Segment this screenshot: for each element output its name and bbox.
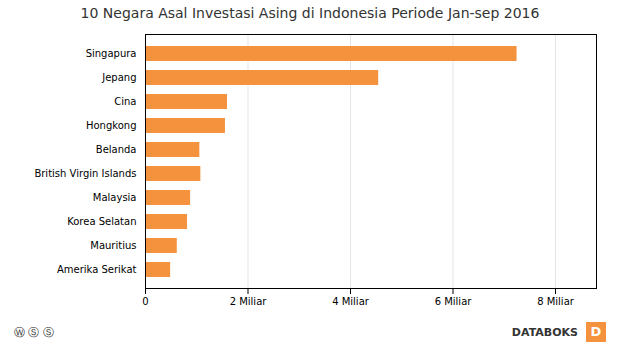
svg-text:Mauritius: Mauritius [90, 240, 136, 251]
svg-text:4 Miliar: 4 Miliar [332, 296, 370, 307]
svg-text:2 Miliar: 2 Miliar [230, 296, 268, 307]
html-text:10 Negara Asal Investasi Asing: 10 Negara Asal Investasi Asing di Indone… [80, 5, 540, 21]
svg-text:Cina: Cina [114, 96, 136, 107]
svg-text:Amerika Serikat: Amerika Serikat [57, 264, 137, 275]
html-text:DATABOKS: DATABOKS [511, 325, 578, 339]
svg-text:Jepang: Jepang [101, 72, 136, 83]
svg-text:Malaysia: Malaysia [93, 192, 137, 203]
html-text:D: D [590, 324, 602, 339]
svg-text:British Virgin Islands: British Virgin Islands [34, 168, 136, 179]
svg-text:Belanda: Belanda [96, 144, 137, 155]
svg-text:Hongkong: Hongkong [86, 120, 137, 131]
svg-text:Korea Selatan: Korea Selatan [67, 216, 136, 227]
svg-text:8 Miliar: 8 Miliar [537, 296, 575, 307]
svg-text:0: 0 [142, 296, 148, 307]
svg-text:Singapura: Singapura [86, 48, 137, 59]
svg-text:6 Miliar: 6 Miliar [435, 296, 473, 307]
